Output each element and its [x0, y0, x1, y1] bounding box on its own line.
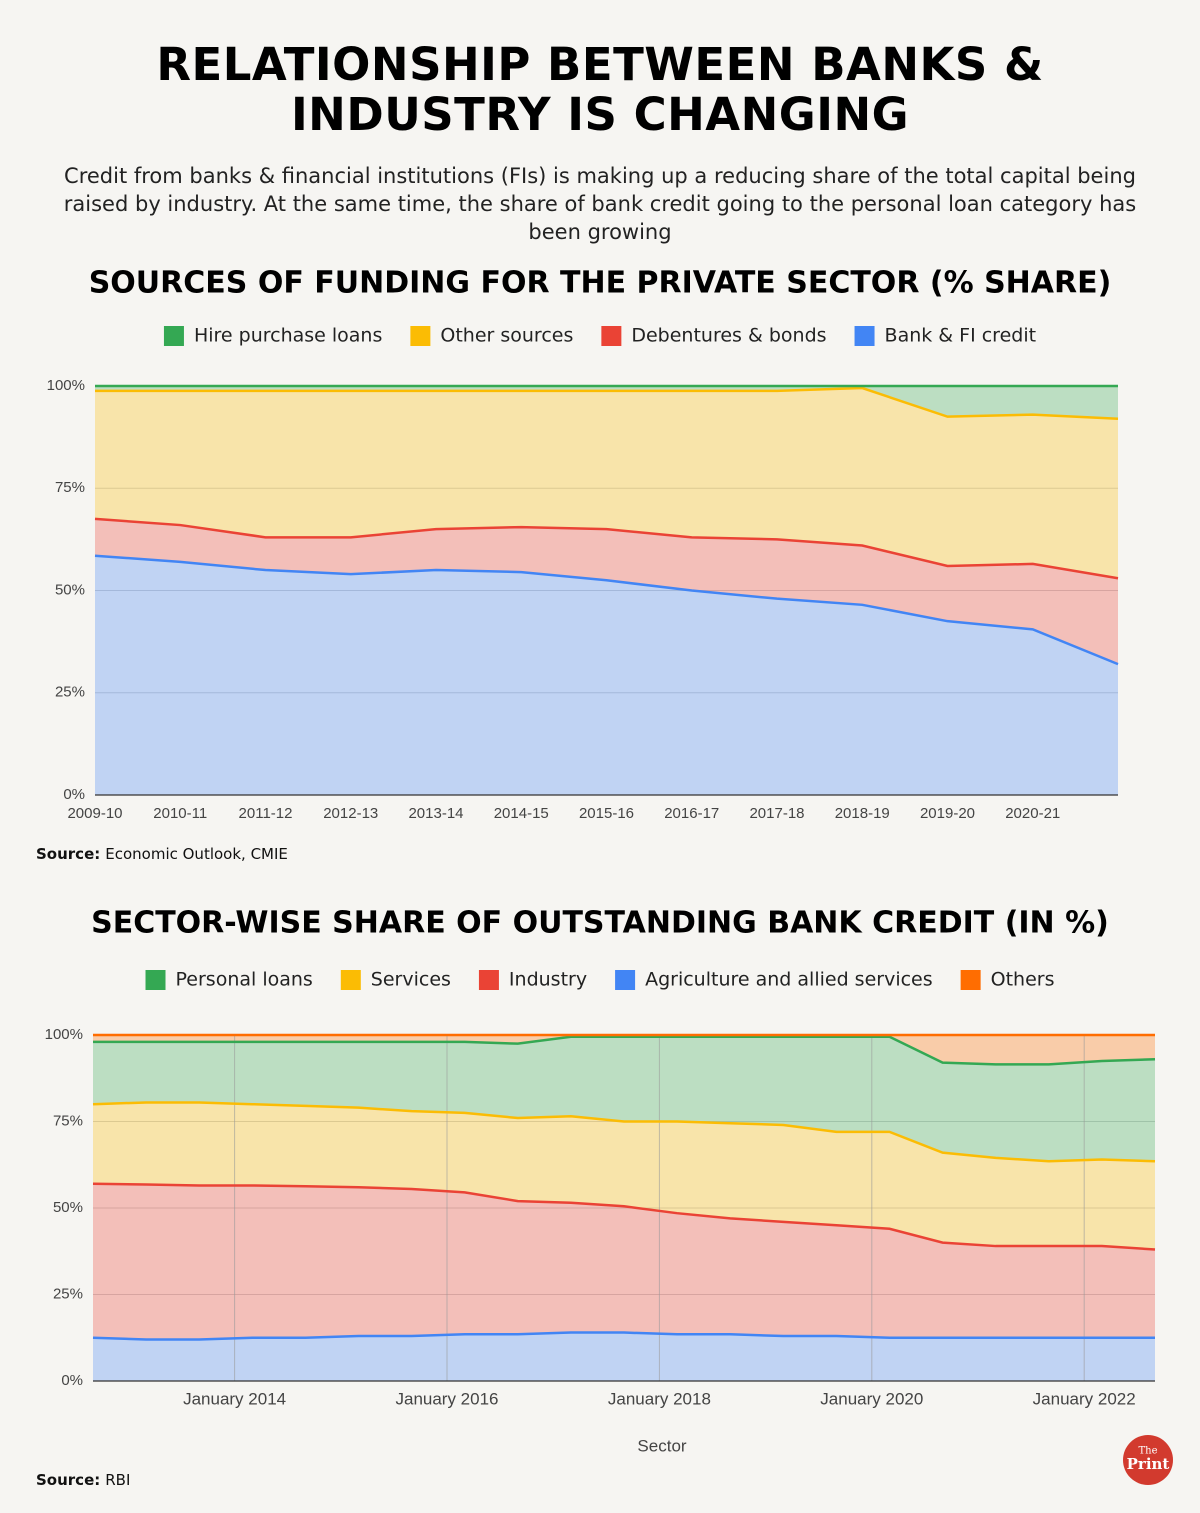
- x-tick-label: 2011-12: [239, 805, 293, 822]
- areas: [95, 386, 1118, 795]
- source-label: Source:: [36, 1471, 100, 1489]
- source: Source: Economic Outlook, CMIE: [36, 845, 288, 863]
- area-fill: [95, 555, 1118, 795]
- area-fill: [93, 1035, 1155, 1065]
- title-text: RELATIONSHIP BETWEEN BANKS & INDUSTRY IS…: [156, 38, 1044, 141]
- legend-swatch: [410, 326, 431, 346]
- area-fill: [95, 388, 1118, 579]
- page-title: RELATIONSHIP BETWEEN BANKS & INDUSTRY IS…: [0, 40, 1200, 140]
- x-tick-label: 2009-10: [67, 805, 122, 822]
- source: Source: RBI: [36, 1471, 130, 1489]
- y-tick-label: 0%: [61, 1372, 83, 1389]
- x-tick-label: January 2016: [395, 1389, 498, 1408]
- source-label: Source:: [36, 845, 100, 863]
- legend-swatch: [478, 970, 499, 990]
- y-tick-label: 75%: [53, 1112, 83, 1129]
- legend-swatch: [145, 970, 166, 990]
- series-line: [92, 1331, 1155, 1341]
- x-tick-label: 2014-15: [494, 805, 549, 822]
- y-tick-label: 100%: [47, 377, 85, 394]
- page-subtitle: Credit from banks & financial institutio…: [63, 164, 1137, 244]
- x-tick-label: 2010-11: [153, 805, 207, 822]
- legend-label: Industry: [509, 969, 587, 991]
- logo-main: Print: [1127, 1455, 1170, 1473]
- y-tick-label: 25%: [53, 1285, 83, 1302]
- legend-label: Services: [371, 969, 451, 991]
- legend-swatch: [854, 326, 875, 346]
- x-tick-label: 2017-18: [749, 805, 804, 822]
- y-tick-label: 75%: [55, 479, 85, 496]
- legend-label: Agriculture and allied services: [645, 969, 933, 991]
- x-tick-label: 2015-16: [579, 805, 634, 822]
- area-fill: [93, 1332, 1155, 1381]
- x-tick-label: January 2014: [183, 1389, 286, 1408]
- legend-swatch: [163, 326, 184, 346]
- y-tick-label: 100%: [45, 1026, 83, 1043]
- series-line: [95, 386, 1119, 420]
- series-line: [93, 1035, 1156, 1066]
- x-tick-label: 2019-20: [920, 805, 975, 822]
- x-tick-label: January 2018: [608, 1389, 711, 1408]
- area-fill: [93, 1036, 1155, 1162]
- source-text: Economic Outlook, CMIE: [105, 845, 288, 863]
- source-text: RBI: [105, 1471, 130, 1489]
- y-tick-label: 25%: [55, 684, 85, 701]
- x-tick-label: 2020-21: [1005, 805, 1060, 822]
- area-fill: [93, 1183, 1155, 1340]
- y-tick-label: 50%: [53, 1199, 83, 1216]
- series-line: [94, 517, 1119, 580]
- legend-label: Personal loans: [176, 969, 313, 991]
- y-tick-label: 50%: [55, 581, 85, 598]
- series-line: [92, 1101, 1156, 1163]
- x-tick-label: January 2022: [1033, 1389, 1136, 1408]
- chart-title: SECTOR-WISE SHARE OF OUTSTANDING BANK CR…: [91, 906, 1109, 941]
- legend-label: Others: [991, 969, 1055, 991]
- legend-swatch: [960, 970, 981, 990]
- x-tick-label: 2013-14: [408, 805, 463, 822]
- y-tick-label: 0%: [63, 786, 85, 803]
- areas: [93, 1035, 1155, 1381]
- x-axis-title: Sector: [637, 1436, 686, 1455]
- legend-swatch: [340, 970, 361, 990]
- legend: Personal loans Services Industry Agricultur…: [145, 969, 1055, 991]
- area-fill: [93, 1102, 1155, 1250]
- legend-swatch: [615, 970, 636, 990]
- legend-label: Debentures & bonds: [631, 325, 826, 347]
- legend-label: Bank & FI credit: [885, 325, 1037, 347]
- x-tick-label: 2012-13: [323, 805, 378, 822]
- series-line: [94, 554, 1119, 666]
- series-line: [92, 1182, 1156, 1251]
- legend-label: Other sources: [440, 325, 573, 347]
- legend-label: Hire purchase loans: [194, 325, 382, 347]
- legend-swatch: [601, 326, 622, 346]
- legend: Hire purchase loans Other sources Debentur…: [163, 325, 1037, 347]
- logo-badge: [1123, 1435, 1173, 1485]
- x-tick-label: 2016-17: [664, 805, 719, 822]
- area-fill: [95, 386, 1118, 419]
- area-fill: [95, 518, 1118, 665]
- chart-title: SOURCES OF FUNDING FOR THE PRIVATE SECTO…: [89, 266, 1112, 301]
- x-tick-label: January 2020: [820, 1389, 923, 1408]
- logo-top: The: [1138, 1446, 1157, 1457]
- x-tick-label: 2018-19: [835, 805, 890, 822]
